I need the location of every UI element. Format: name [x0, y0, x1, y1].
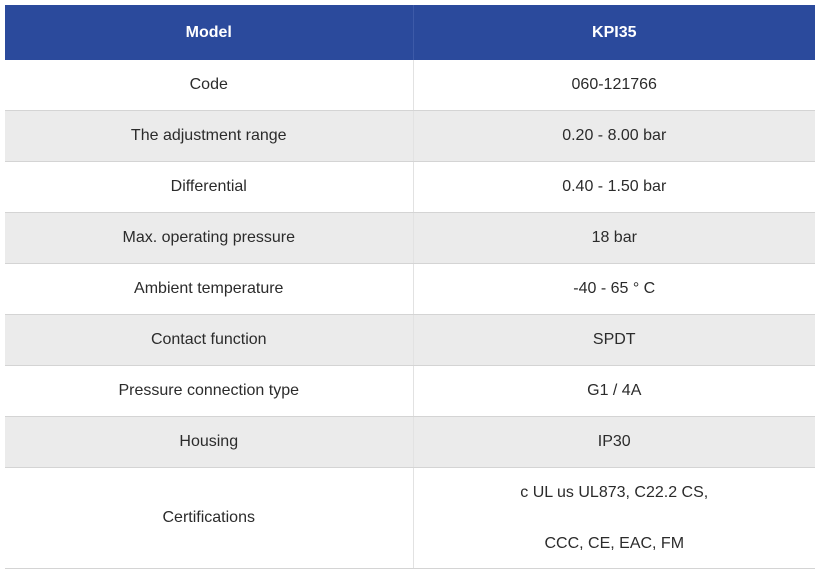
table-row: Ambient temperature -40 - 65 ° C: [5, 263, 815, 315]
row-value: 18 bar: [413, 212, 815, 264]
certifications-line: c UL us UL873, C22.2 CS,: [520, 484, 709, 501]
table-row: Differential 0.40 - 1.50 bar: [5, 161, 815, 213]
row-label: Code: [5, 60, 414, 111]
table-row-certifications: Certifications c UL us UL873, C22.2 CS, …: [5, 467, 815, 569]
row-value: 0.40 - 1.50 bar: [413, 161, 815, 213]
row-label: Contact function: [5, 314, 414, 366]
spec-table: Model KPI35 Code 060-121766 The adjustme…: [5, 5, 815, 569]
row-label: Ambient temperature: [5, 263, 414, 315]
row-label: Housing: [5, 416, 414, 468]
table-row: Max. operating pressure 18 bar: [5, 212, 815, 264]
row-value: G1 / 4A: [413, 365, 815, 417]
row-label: Max. operating pressure: [5, 212, 414, 264]
row-label: Pressure connection type: [5, 365, 414, 417]
table-row: The adjustment range 0.20 - 8.00 bar: [5, 110, 815, 162]
row-label: The adjustment range: [5, 110, 414, 162]
row-value: IP30: [413, 416, 815, 468]
table-row: Contact function SPDT: [5, 314, 815, 366]
row-value: 060-121766: [413, 60, 815, 111]
header-model-value: KPI35: [413, 5, 815, 60]
certifications-line: CCC, CE, EAC, FM: [544, 535, 685, 552]
row-value: 0.20 - 8.00 bar: [413, 110, 815, 162]
certifications-value: c UL us UL873, C22.2 CS, CCC, CE, EAC, F…: [413, 467, 815, 569]
row-value: -40 - 65 ° C: [413, 263, 815, 315]
certifications-label: Certifications: [5, 467, 414, 569]
table-header-row: Model KPI35: [5, 5, 815, 60]
table-row: Housing IP30: [5, 416, 815, 468]
header-model: Model: [5, 5, 414, 60]
row-value: SPDT: [413, 314, 815, 366]
row-label: Differential: [5, 161, 414, 213]
table-row: Pressure connection type G1 / 4A: [5, 365, 815, 417]
table-row: Code 060-121766: [5, 60, 815, 111]
